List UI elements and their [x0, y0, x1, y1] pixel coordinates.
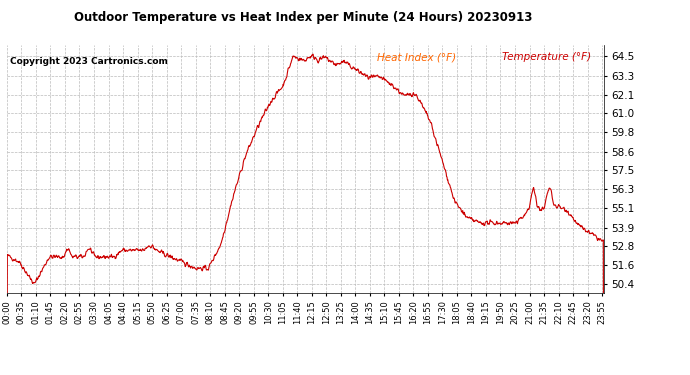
Text: Heat Index (°F): Heat Index (°F) [377, 53, 456, 62]
Text: Copyright 2023 Cartronics.com: Copyright 2023 Cartronics.com [10, 57, 168, 66]
Text: Temperature (°F): Temperature (°F) [502, 53, 591, 62]
Text: Outdoor Temperature vs Heat Index per Minute (24 Hours) 20230913: Outdoor Temperature vs Heat Index per Mi… [75, 11, 533, 24]
